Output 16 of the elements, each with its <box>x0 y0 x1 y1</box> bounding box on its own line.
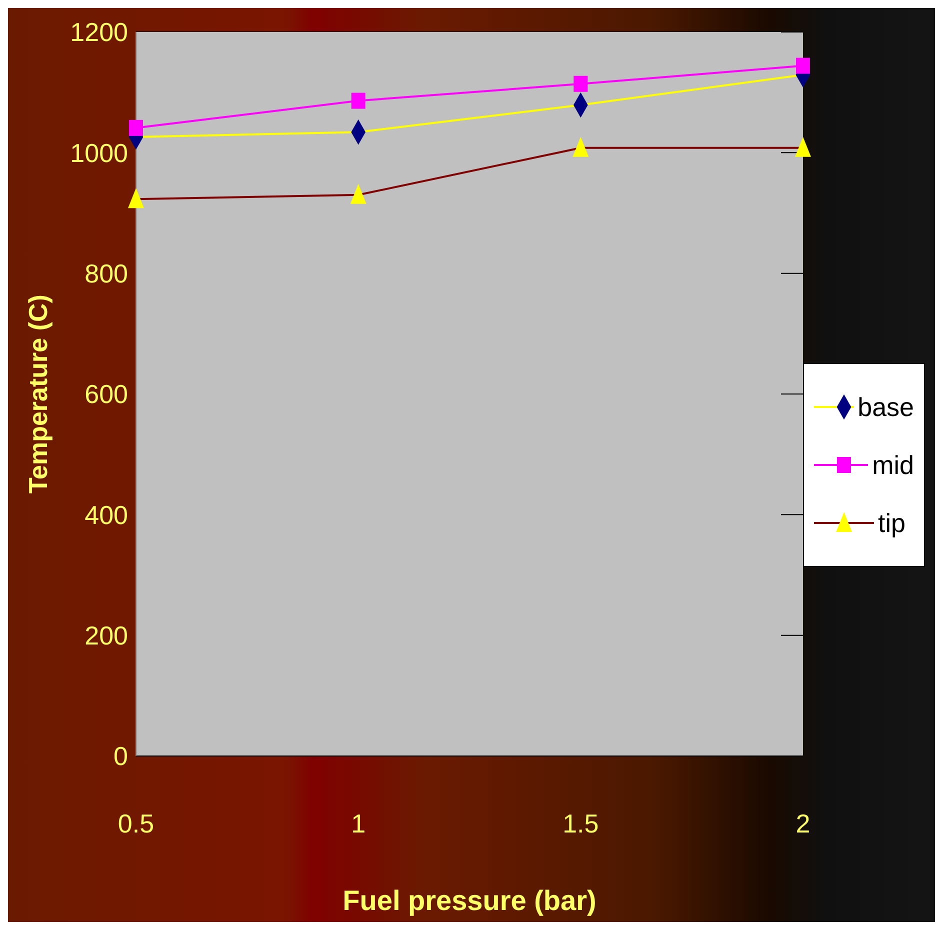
x-tick-label: 1.5 <box>562 808 599 838</box>
x-tick-label: 0.5 <box>118 808 154 838</box>
legend-label: tip <box>878 508 906 538</box>
y-axis-title: Temperature (C) <box>23 294 54 494</box>
y-tick-label: 200 <box>84 620 128 651</box>
legend-label: mid <box>872 450 914 480</box>
y-tick-label: 600 <box>84 379 128 410</box>
y-tick-label: 0 <box>114 741 128 772</box>
x-axis-title: Fuel pressure (bar) <box>342 885 596 916</box>
y-tick-label: 800 <box>84 258 128 289</box>
y-tick-label: 400 <box>84 500 128 530</box>
y-tick-label: 1200 <box>70 17 128 48</box>
legend-label: base <box>858 392 914 422</box>
y-tick-label: 1000 <box>70 138 128 168</box>
x-tick-label: 2 <box>796 808 810 838</box>
x-tick-label: 1 <box>351 808 366 838</box>
